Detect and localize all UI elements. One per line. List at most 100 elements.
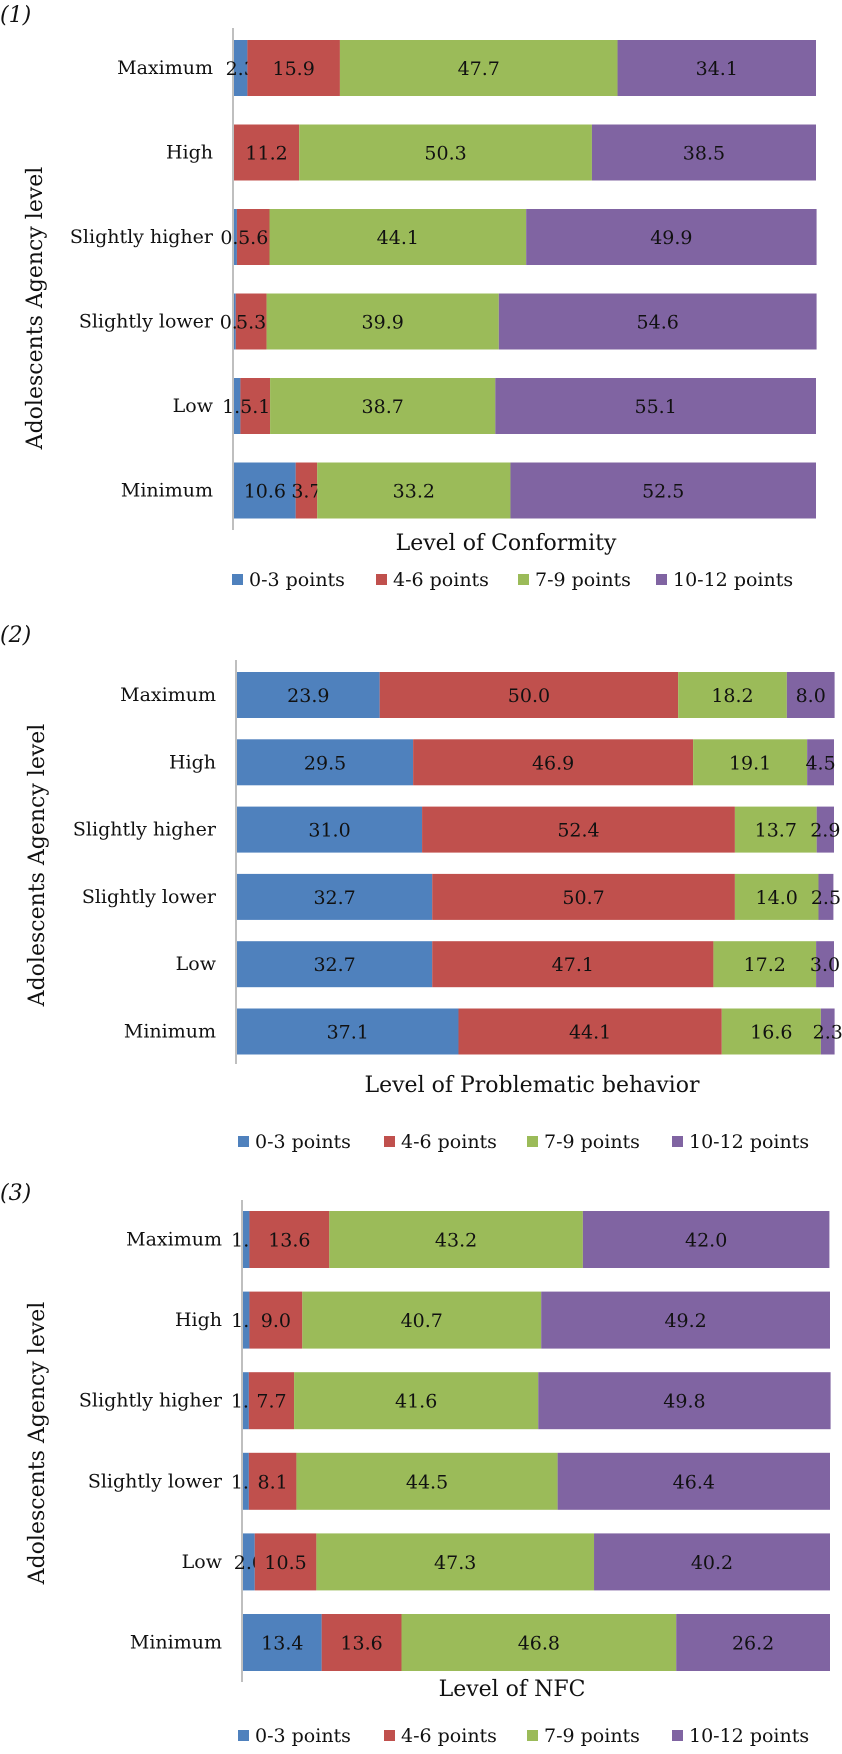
data-label: 15.9	[272, 58, 314, 80]
bar-segment	[243, 1614, 322, 1671]
bar-segment	[237, 873, 433, 920]
bar-segment	[495, 378, 816, 434]
data-label: 41.6	[395, 1391, 437, 1413]
category-label: Slightly higher	[79, 1390, 223, 1412]
bar-segment	[329, 1211, 583, 1268]
bar-segment	[236, 209, 270, 265]
data-label: 50.7	[562, 887, 604, 909]
y-axis-title: Adolescents Agency level	[23, 167, 48, 451]
data-label: 26.2	[732, 1633, 774, 1655]
data-label: 18.2	[711, 685, 753, 707]
bar-segment	[240, 378, 271, 434]
bar-segment	[734, 873, 819, 920]
bar-segment	[237, 941, 433, 988]
data-label: 13.4	[261, 1633, 303, 1655]
bar-segment	[734, 806, 817, 853]
legend-entry: 4-6 points	[393, 569, 489, 591]
data-label: 8.1	[258, 1471, 288, 1493]
legend-entry: 0-3 points	[255, 1131, 351, 1153]
bar-segment	[432, 873, 735, 920]
data-label: 40.7	[401, 1310, 443, 1332]
bar-segment	[807, 739, 834, 786]
bar-segment	[270, 378, 496, 434]
data-label: 46.9	[532, 752, 574, 774]
bar-segment	[676, 1614, 830, 1671]
bar-segment	[786, 672, 835, 718]
category-label: Slightly higher	[73, 819, 217, 841]
data-label: 4.5	[805, 752, 835, 774]
legend-swatch	[672, 1730, 683, 1741]
bar-segment	[458, 1008, 722, 1055]
y-axis-title: Adolescents Agency level	[25, 724, 50, 1008]
bar-segment	[243, 1211, 250, 1268]
data-label: 54.6	[637, 312, 679, 334]
data-label: 50.0	[508, 685, 550, 707]
legend-swatch	[518, 574, 529, 585]
data-label: 23.9	[287, 685, 329, 707]
data-label: 49.9	[650, 227, 692, 249]
bar-segment	[237, 806, 423, 853]
legend-swatch	[384, 1730, 395, 1741]
data-label: 46.4	[673, 1471, 715, 1493]
bar-segment	[594, 1533, 830, 1591]
bar-segment	[234, 40, 248, 96]
data-label: 7.7	[256, 1391, 286, 1413]
data-label: 52.5	[642, 481, 684, 503]
legend-swatch	[376, 574, 387, 585]
bar-segment	[302, 1291, 542, 1349]
data-label: 5.6	[238, 227, 268, 249]
bar-segment	[249, 1291, 303, 1349]
data-label: 47.3	[434, 1552, 476, 1574]
bar-segment	[237, 1008, 459, 1055]
bar-segment	[235, 293, 267, 350]
category-label: High	[169, 751, 216, 773]
bar-segment	[266, 293, 499, 350]
bar-segment	[295, 462, 318, 519]
data-label: 3.0	[810, 954, 840, 976]
bar-segment	[237, 672, 380, 718]
bar-segment	[432, 941, 714, 988]
bar-segment	[816, 941, 834, 988]
legend-entry: 10-12 points	[689, 1725, 809, 1747]
legend-entry: 10-12 points	[673, 569, 793, 591]
data-label: 34.1	[696, 58, 738, 80]
category-label: Low	[182, 1551, 223, 1573]
legend-swatch	[384, 1136, 395, 1147]
data-label: 37.1	[327, 1022, 369, 1044]
bar-segment	[234, 293, 236, 350]
data-label: 40.2	[691, 1552, 733, 1574]
legend-swatch	[238, 1136, 249, 1147]
data-label: 10.5	[264, 1552, 306, 1574]
data-label: 47.1	[552, 954, 594, 976]
legend-swatch	[656, 574, 667, 585]
category-label: Minimum	[130, 1632, 222, 1654]
bar-segment	[557, 1452, 830, 1510]
data-label: 29.5	[304, 752, 346, 774]
category-label: Low	[176, 953, 217, 975]
bar-segment	[693, 739, 808, 786]
data-label: 14.0	[756, 887, 798, 909]
legend-entry: 4-6 points	[401, 1131, 497, 1153]
data-label: 2.3	[813, 1022, 842, 1044]
bar-segment	[243, 1452, 249, 1510]
legend-entry: 0-3 points	[255, 1725, 351, 1747]
bar-segment	[294, 1372, 539, 1430]
bar-segment	[379, 672, 679, 718]
bar-segment	[234, 462, 296, 519]
data-label: 19.1	[729, 752, 771, 774]
bar-segment	[541, 1291, 830, 1349]
bar-segment	[721, 1008, 821, 1055]
bar-segment	[617, 40, 816, 96]
legend-swatch	[527, 1136, 538, 1147]
data-label: 5.3	[236, 312, 266, 334]
y-axis-title: Adolescents Agency level	[25, 1302, 50, 1586]
bar-segment	[243, 1372, 249, 1430]
category-label: Slightly lower	[88, 1470, 223, 1492]
data-label: 32.7	[313, 954, 355, 976]
category-label: Minimum	[124, 1021, 216, 1043]
bar-segment	[247, 40, 340, 96]
data-label: 9.0	[261, 1310, 291, 1332]
legend-entry: 10-12 points	[689, 1131, 809, 1153]
data-label: 11.2	[245, 143, 287, 165]
